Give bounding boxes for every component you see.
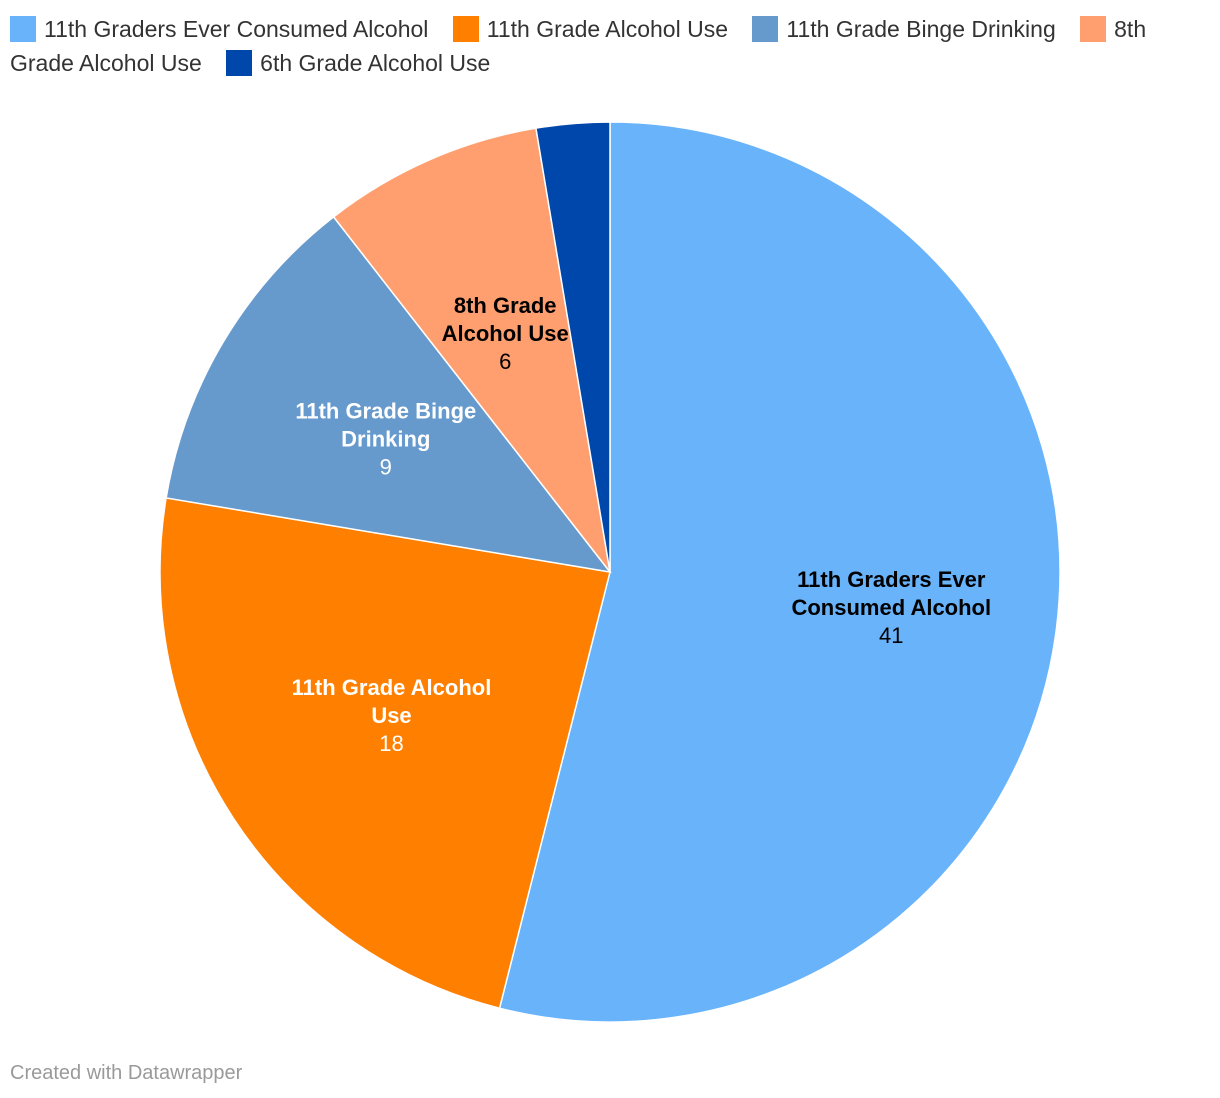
slice-label-line: 8th Grade (454, 293, 557, 318)
slice-label-line: 11th Grade Binge (295, 398, 476, 423)
slice-label-1: 11th Graders Ever Consumed Alcohol 41 (791, 567, 991, 648)
legend-swatch (226, 50, 253, 76)
legend-item-6th-grade-alcohol-use: 6th Grade Alcohol Use (226, 50, 490, 76)
legend-item-11th-grade-alcohol-use: 11th Grade Alcohol Use (452, 16, 729, 42)
slice-label-2: 11th Grade Alcohol Use 18 (292, 675, 492, 756)
legend-label: 6th Grade Alcohol Use (260, 50, 491, 76)
legend-swatch (752, 16, 779, 42)
slice-label-line: Drinking (341, 426, 430, 451)
legend-item-8th-grade-alcohol-use: 8th Grade Alcohol Use (10, 16, 1146, 76)
slice-value-label: 6 (499, 349, 511, 374)
slice-label-line: Use (371, 703, 411, 728)
slice-value-label: 9 (380, 454, 392, 479)
pie-slice-5 (535, 121, 611, 573)
legend-item-11th-grade-binge-drinking: 11th Grade Binge Drinking (752, 16, 1056, 42)
legend-label: 11th Graders Ever Consumed Alcohol (44, 16, 429, 42)
legend-label: 11th Grade Alcohol Use (486, 16, 729, 42)
footer-credit: Created with Datawrapper (10, 1062, 243, 1084)
chart-legend: 11th Graders Ever Consumed Alcohol 11th … (10, 12, 1200, 80)
slice-label-line: 11th Grade Alcohol (292, 675, 492, 700)
legend-swatch (452, 16, 479, 42)
legend-label: 8th Grade Alcohol Use (10, 16, 1147, 76)
slice-label-line: Consumed Alcohol (791, 595, 991, 620)
pie-slice-3 (165, 215, 612, 574)
slice-label-line: 11th Graders Ever (797, 567, 986, 592)
legend-swatch (10, 16, 36, 42)
pie-slice-4 (332, 127, 611, 573)
slice-value-label: 41 (879, 623, 903, 648)
slice-value-label: 18 (379, 731, 403, 756)
slice-label-3: 11th Grade Binge Drinking 9 (295, 398, 476, 479)
pie-slice-2 (159, 497, 611, 1010)
slice-label-4: 8th Grade Alcohol Use 6 (442, 293, 569, 374)
legend-label: 11th Grade Binge Drinking (786, 16, 1056, 42)
legend-item-11th-graders-ever-consumed: 11th Graders Ever Consumed Alcohol (10, 16, 428, 42)
legend-swatch (1080, 16, 1107, 42)
slice-label-line: Alcohol Use (442, 321, 569, 346)
pie-slice-1 (498, 121, 1061, 1023)
